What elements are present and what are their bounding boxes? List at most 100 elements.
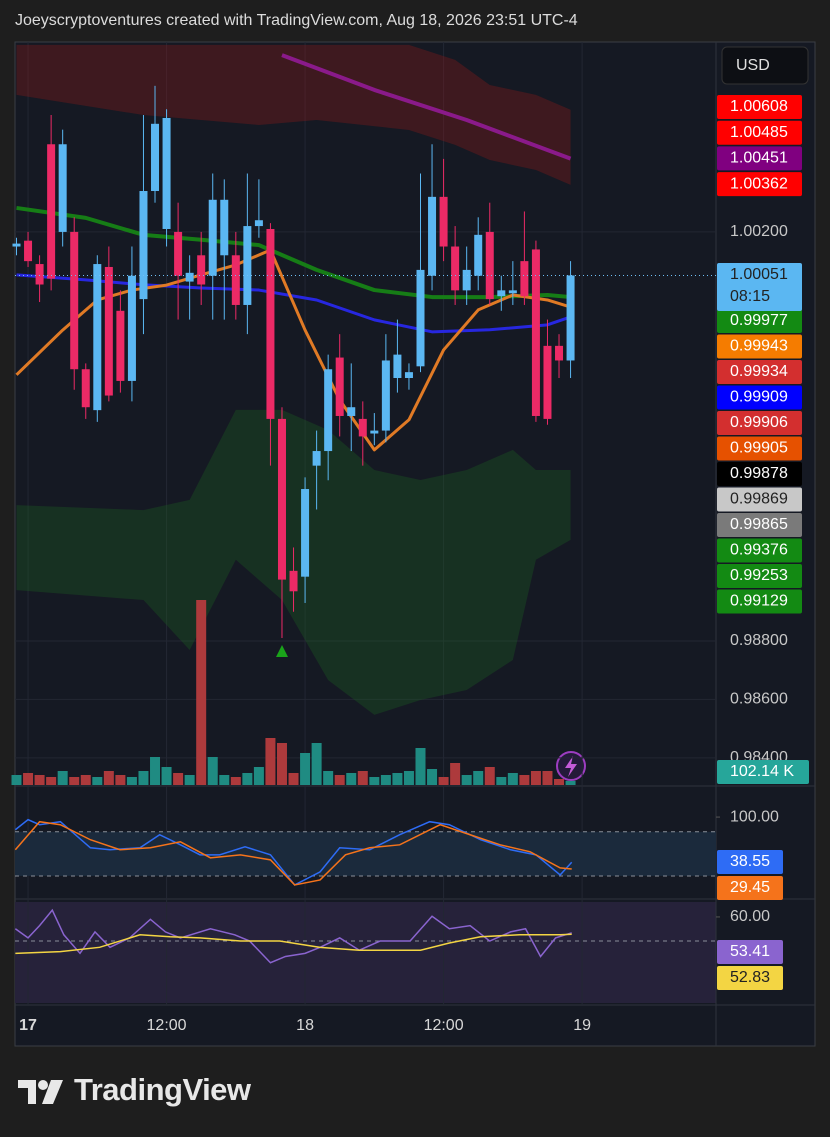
price-badge-label: 0.99905	[730, 440, 788, 457]
volume-bar	[427, 769, 438, 785]
candle-body	[220, 199, 229, 256]
volume-bar	[242, 773, 253, 785]
volume-bar	[346, 773, 357, 785]
price-badge	[717, 95, 802, 119]
candle-body	[324, 369, 333, 452]
x-tick-label: 19	[573, 1017, 591, 1034]
oscillator-line	[14, 818, 573, 886]
candle-body	[93, 264, 102, 411]
candle-body	[12, 243, 21, 247]
price-badge	[717, 487, 802, 512]
volume-bar	[69, 777, 80, 785]
candle-body	[277, 418, 286, 580]
price-badge-label: 38.55	[730, 853, 770, 870]
currency-button[interactable]	[721, 46, 809, 85]
candle-body	[289, 570, 298, 592]
candle-body	[370, 430, 379, 434]
price-badge-label: 53.41	[730, 943, 770, 960]
x-tick-label: 12:00	[424, 1017, 464, 1034]
volume-bar	[34, 775, 45, 785]
x-tick-label: 12:00	[147, 1017, 187, 1034]
oscillator-line	[15, 933, 572, 955]
candle-body	[520, 261, 529, 297]
candle-body	[104, 266, 113, 396]
price-badge	[717, 309, 802, 333]
candle-body	[185, 272, 194, 282]
volume-bar	[357, 771, 368, 785]
volume-bar	[484, 767, 495, 785]
candle-body	[485, 231, 494, 300]
volume-bar	[11, 775, 22, 785]
candle-body	[555, 345, 564, 361]
volume-bar	[46, 777, 57, 785]
price-badge	[717, 120, 802, 145]
candle-body	[116, 310, 125, 381]
candle-body	[335, 357, 344, 416]
volume-bar	[519, 775, 530, 785]
price-badge	[717, 589, 802, 614]
volume-bar	[184, 775, 195, 785]
price-badge-label: 1.00451	[730, 150, 788, 167]
candle-body	[162, 117, 171, 229]
price-badge-label: 1.00608	[730, 98, 788, 115]
lightning-glyph	[565, 756, 577, 777]
candle-body	[531, 249, 540, 416]
price-badge-label: 0.99934	[730, 363, 788, 380]
y-tick-label: 60.00	[730, 908, 770, 925]
oscillator-line	[14, 820, 572, 886]
signal-marker	[275, 645, 288, 657]
candle-body	[58, 144, 67, 232]
price-badge-label: 52.83	[730, 969, 770, 986]
volume-bar	[323, 771, 334, 785]
volume-bar	[126, 777, 137, 785]
candle-body	[47, 144, 56, 279]
candle-body	[358, 418, 367, 437]
rsi-background	[15, 902, 716, 1003]
volume-bar	[542, 771, 553, 785]
price-badge-label: 0.99909	[730, 389, 788, 406]
candle-body	[35, 264, 44, 285]
price-badge-label: 0.99906	[730, 414, 788, 431]
candle-body	[312, 451, 321, 466]
volume-bar	[507, 773, 518, 785]
y-tick-label: 1.00200	[730, 223, 788, 240]
candle-body	[462, 269, 471, 291]
volume-bar	[496, 777, 507, 785]
volume-bar	[161, 767, 172, 785]
candle-body	[266, 228, 275, 419]
candle-body	[254, 220, 263, 227]
candle-body	[139, 191, 148, 300]
candle-body	[474, 234, 483, 276]
y-tick-label: 0.98800	[730, 632, 788, 649]
price-badge-label: 1.00051	[730, 266, 788, 283]
price-badge	[717, 436, 802, 461]
price-badge	[717, 334, 802, 359]
candle-body	[381, 360, 390, 431]
candle-body	[416, 269, 425, 367]
price-badge	[717, 146, 802, 171]
volume-bar	[103, 771, 114, 785]
candle-body	[404, 372, 413, 379]
volume-bar	[300, 753, 311, 785]
indicator-line	[16, 273, 572, 334]
candle-body	[127, 275, 136, 381]
price-badge	[717, 966, 783, 990]
x-tick-label: 17	[19, 1017, 37, 1034]
candle-body	[208, 199, 217, 276]
volume-badge-label: 102.14 K	[730, 763, 794, 780]
candle-body	[151, 123, 160, 192]
volume-bar	[57, 771, 68, 785]
volume-bar	[230, 777, 241, 785]
volume-badge	[717, 760, 809, 784]
currency-label: USD	[736, 57, 770, 74]
price-badge	[717, 462, 802, 486]
volume-bar	[473, 771, 484, 785]
candle-body	[393, 354, 402, 379]
price-badge	[717, 876, 783, 900]
y-tick-label: 0.98600	[730, 691, 788, 708]
volume-bar	[115, 775, 126, 785]
price-badge	[717, 513, 802, 537]
candle-body	[439, 196, 448, 247]
